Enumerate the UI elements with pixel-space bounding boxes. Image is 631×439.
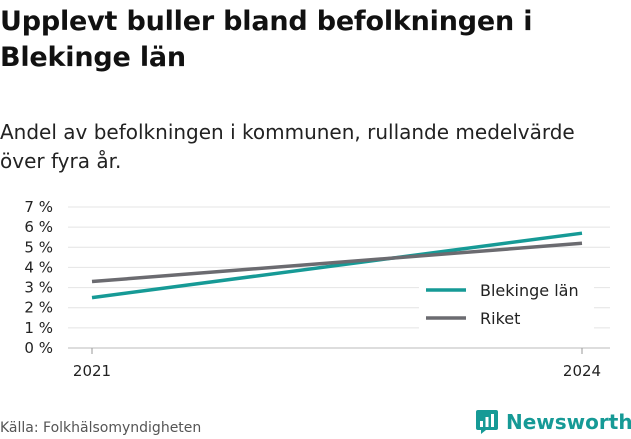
legend-label: Riket — [480, 309, 520, 328]
x-tick-label: 2024 — [563, 362, 601, 380]
series-line-blekinge-län — [91, 231, 583, 300]
chart-subtitle: Andel av befolkningen i kommunen, rullan… — [0, 120, 575, 173]
y-tick-label: 6 % — [24, 218, 53, 236]
y-tick-label: 1 % — [24, 319, 53, 337]
y-tick-label: 7 % — [24, 198, 53, 216]
y-tick-label: 5 % — [24, 238, 53, 256]
brand-name: Newsworthy — [506, 410, 631, 434]
y-tick-label: 3 % — [24, 279, 53, 297]
chart-title: Upplevt buller bland befolkningen i Blek… — [0, 6, 533, 73]
y-axis-ticks: 0 % 1 % 2 % 3 % 4 % 5 % 6 % 7 % — [24, 198, 53, 357]
newsworthy-logo-icon — [476, 410, 498, 434]
brand-logo: Newsworthy — [475, 408, 631, 436]
y-tick-label: 4 % — [24, 258, 53, 276]
line-chart: 0 % 1 % 2 % 3 % 4 % 5 % 6 % 7 % 2021 2024 Blekin… — [24, 198, 610, 380]
x-axis-ticks: 2021 2024 — [73, 348, 601, 380]
legend: Blekinge län Riket — [419, 274, 594, 330]
series-lines — [91, 231, 583, 300]
y-tick-label: 2 % — [24, 299, 53, 317]
legend-label: Blekinge län — [480, 281, 579, 300]
y-tick-label: 0 % — [24, 339, 53, 357]
series-line-riket — [91, 241, 583, 284]
legend-background — [419, 274, 594, 330]
source-note: Källa: Folkhälsomyndigheten — [0, 420, 202, 436]
x-tick-label: 2021 — [73, 362, 111, 380]
